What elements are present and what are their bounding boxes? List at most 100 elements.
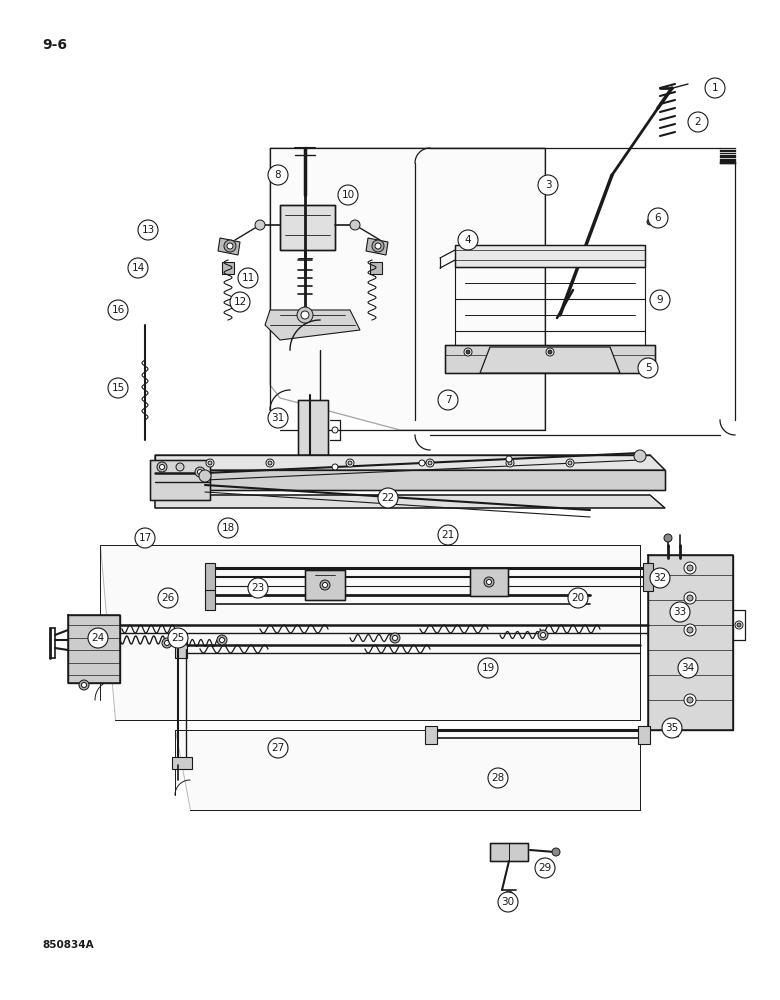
Text: 14: 14 — [131, 263, 144, 273]
Circle shape — [687, 565, 693, 571]
Circle shape — [737, 623, 741, 627]
Text: 32: 32 — [654, 573, 667, 583]
Circle shape — [159, 464, 165, 470]
Text: 1: 1 — [711, 83, 718, 93]
Circle shape — [546, 348, 554, 356]
Circle shape — [538, 175, 558, 195]
Circle shape — [687, 662, 693, 668]
Bar — [455, 245, 645, 267]
Text: 7: 7 — [445, 395, 452, 405]
Text: 15: 15 — [112, 383, 125, 393]
Circle shape — [688, 112, 708, 132]
Circle shape — [297, 307, 313, 323]
Circle shape — [165, 641, 169, 646]
Text: 9-6: 9-6 — [42, 38, 67, 52]
Circle shape — [108, 378, 128, 398]
Circle shape — [248, 578, 268, 598]
Circle shape — [428, 461, 432, 465]
Polygon shape — [155, 470, 665, 490]
Bar — [205, 590, 215, 610]
Bar — [175, 640, 187, 658]
Bar — [643, 563, 653, 591]
Bar — [490, 843, 528, 861]
Text: 5: 5 — [645, 363, 651, 373]
Text: 21: 21 — [441, 530, 455, 540]
Bar — [68, 615, 120, 683]
Circle shape — [638, 358, 658, 378]
Text: 26: 26 — [161, 593, 175, 603]
Bar — [172, 757, 192, 769]
Circle shape — [487, 580, 491, 584]
Circle shape — [375, 243, 381, 249]
Text: 22: 22 — [381, 493, 395, 503]
Circle shape — [669, 724, 681, 736]
Text: 11: 11 — [241, 273, 254, 283]
Circle shape — [568, 461, 572, 465]
Bar — [222, 262, 234, 274]
Text: 33: 33 — [673, 607, 686, 617]
Circle shape — [735, 621, 743, 629]
Circle shape — [224, 240, 236, 252]
Circle shape — [464, 348, 472, 356]
Circle shape — [650, 568, 670, 588]
Text: 19: 19 — [481, 663, 495, 673]
Text: 29: 29 — [538, 863, 551, 873]
Circle shape — [484, 577, 494, 587]
Polygon shape — [155, 495, 665, 508]
Polygon shape — [265, 310, 360, 340]
Circle shape — [662, 718, 682, 738]
Circle shape — [176, 463, 184, 471]
Text: 20: 20 — [572, 593, 584, 603]
Circle shape — [506, 459, 514, 467]
Polygon shape — [270, 148, 545, 430]
Circle shape — [541, 633, 545, 638]
Circle shape — [268, 408, 288, 428]
Circle shape — [664, 534, 672, 542]
Circle shape — [135, 528, 155, 548]
Bar — [205, 563, 215, 591]
Text: 2: 2 — [695, 117, 701, 127]
Polygon shape — [155, 455, 665, 470]
Circle shape — [505, 891, 513, 899]
Circle shape — [488, 768, 508, 788]
Circle shape — [81, 682, 87, 688]
Circle shape — [255, 220, 265, 230]
Circle shape — [508, 461, 512, 465]
Circle shape — [219, 638, 225, 643]
Circle shape — [426, 459, 434, 467]
Circle shape — [338, 185, 358, 205]
Text: 9: 9 — [657, 295, 663, 305]
Circle shape — [392, 636, 398, 641]
Circle shape — [157, 462, 167, 472]
Circle shape — [158, 588, 178, 608]
Circle shape — [678, 658, 698, 678]
Circle shape — [195, 467, 205, 477]
Bar — [370, 262, 382, 274]
Circle shape — [684, 694, 696, 706]
Polygon shape — [480, 347, 620, 373]
Circle shape — [206, 459, 214, 467]
Text: 30: 30 — [502, 897, 515, 907]
Circle shape — [466, 350, 470, 354]
Polygon shape — [218, 238, 240, 255]
Circle shape — [238, 268, 258, 288]
Circle shape — [378, 488, 398, 508]
Polygon shape — [366, 238, 388, 255]
Circle shape — [684, 592, 696, 604]
Circle shape — [684, 562, 696, 574]
Circle shape — [266, 459, 274, 467]
Text: 16: 16 — [112, 305, 125, 315]
Circle shape — [332, 464, 338, 470]
Circle shape — [568, 588, 588, 608]
Circle shape — [670, 602, 690, 622]
Bar — [298, 400, 328, 455]
Circle shape — [687, 595, 693, 601]
Circle shape — [268, 738, 288, 758]
Circle shape — [687, 627, 693, 633]
Circle shape — [648, 208, 668, 228]
Circle shape — [498, 892, 518, 912]
Circle shape — [301, 311, 309, 319]
Polygon shape — [175, 730, 640, 810]
Circle shape — [419, 460, 425, 466]
Circle shape — [268, 165, 288, 185]
